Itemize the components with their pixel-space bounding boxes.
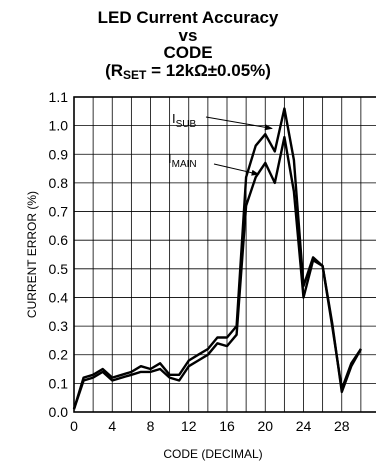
y-tick-label: 0.8 <box>49 175 69 191</box>
subtitle-suffix: = 12kΩ±0.05%) <box>146 61 271 80</box>
series-lines <box>72 107 362 410</box>
x-tick-label: 20 <box>257 418 273 434</box>
series-label-i-main: IMAIN <box>168 151 197 170</box>
chart-title-line-3: CODE <box>163 43 213 62</box>
grid-lines <box>73 96 376 413</box>
plot-border <box>73 96 376 413</box>
y-tick-label: 0.0 <box>49 404 69 420</box>
y-tick-label: 0.1 <box>49 375 69 391</box>
series-line-i-sub <box>72 107 362 410</box>
y-tick-label: 1.1 <box>49 89 69 105</box>
x-axis-label: CODE (DECIMAL) <box>163 447 262 461</box>
y-tick-label: 0.2 <box>49 347 69 363</box>
series-label-i-sub: ISUB <box>172 111 197 130</box>
x-tick-labels: 0 4 8 12 16 20 24 28 <box>70 418 350 434</box>
y-tick-label: 0.6 <box>49 232 69 248</box>
chart-title-line-1: LED Current Accuracy <box>97 8 279 27</box>
series-line-i-main <box>72 135 362 410</box>
subtitle-prefix: (R <box>105 61 124 80</box>
y-tick-label: 1.0 <box>49 118 69 134</box>
y-axis-label: CURRENT ERROR (%) <box>25 191 39 318</box>
x-tick-label: 4 <box>108 418 116 434</box>
annotation-arrow <box>213 163 260 176</box>
x-tick-label: 12 <box>181 418 197 434</box>
subtitle-subscript: SET <box>123 68 147 82</box>
x-tick-label: 28 <box>334 418 350 434</box>
y-tick-label: 0.3 <box>49 318 69 334</box>
y-tick-label: 0.9 <box>49 146 69 162</box>
x-tick-label: 8 <box>147 418 155 434</box>
annotation-arrow <box>205 116 273 131</box>
chart-title-line-2: vs <box>178 26 198 45</box>
y-tick-labels: 0.0 0.1 0.2 0.3 0.4 0.5 0.6 0.7 0.8 0.9 1.0 1.1 <box>49 89 69 420</box>
x-tick-label: 24 <box>296 418 312 434</box>
y-tick-label: 0.4 <box>49 289 69 305</box>
chart-subtitle: (RSET = 12kΩ±0.05%) <box>0 62 376 84</box>
x-tick-label: 16 <box>219 418 235 434</box>
series-annotations: ISUB IMAIN <box>168 111 273 176</box>
y-tick-label: 0.5 <box>49 261 69 277</box>
y-tick-label: 0.7 <box>49 204 69 220</box>
x-tick-label: 0 <box>70 418 78 434</box>
